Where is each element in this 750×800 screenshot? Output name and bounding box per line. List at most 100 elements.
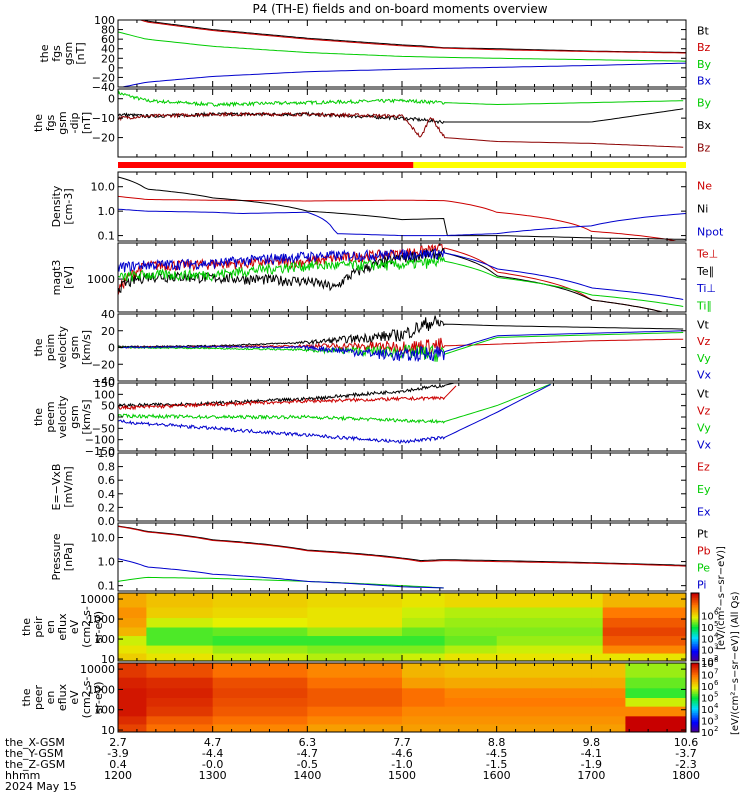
spectrogram-cell (212, 645, 308, 654)
colorbar-cell (691, 718, 699, 721)
spectrogram-cell (602, 635, 686, 646)
y-tick-label: 10000 (80, 593, 115, 606)
spectrogram-cell (625, 697, 686, 707)
colorbar-cell (691, 649, 699, 652)
panel-pressure (118, 525, 686, 589)
spectrogram-cell (444, 617, 498, 628)
spectrogram-cell (402, 627, 446, 637)
spectrogram-cell (402, 663, 446, 678)
spectrogram-cell (402, 617, 446, 628)
colorbar-cell (691, 620, 699, 623)
y-tick-label: 100 (94, 388, 115, 401)
x-axis-value: -1.0 (391, 758, 412, 771)
spectrogram-cell (496, 593, 592, 608)
panel-frame (117, 382, 687, 452)
colorbar-cell (691, 683, 699, 686)
colorbar-cell (691, 628, 699, 631)
y-tick-label: 10 (101, 724, 115, 737)
spectrogram-cell (602, 645, 686, 654)
colorbar-cell (691, 645, 699, 648)
legend-entry: Pe (697, 562, 710, 575)
legend-entry: Ey (697, 483, 711, 496)
colorbar-cell (691, 690, 699, 693)
colorbar-cell (691, 618, 699, 621)
spectrogram-cell (307, 687, 403, 698)
colorbar-cell (691, 615, 699, 618)
spectrogram-cell (212, 593, 308, 608)
x-axis-row-label: the_Z-GSM (5, 758, 65, 771)
series-line-bz (139, 20, 686, 54)
x-axis-row-label: the_X-GSM (5, 736, 65, 749)
y-tick-label: 1.0 (98, 447, 116, 460)
x-axis-value: -4.1 (581, 747, 602, 760)
panel-frame (117, 452, 687, 522)
colorbar-tick-exponent: 5 (714, 691, 718, 699)
spectrogram-cell (625, 706, 686, 717)
colorbar-cell (691, 627, 699, 630)
y-tick-label: 10 (101, 653, 115, 666)
colorbar-cell (691, 728, 699, 731)
y-tick-label: 100 (94, 633, 115, 646)
spectrogram-cell (307, 715, 403, 725)
colorbar-cell (691, 694, 699, 697)
colorbar-tick-label: 10 (701, 694, 714, 705)
legend-entry: Vy (697, 422, 711, 435)
y-tick-label: 0.8 (98, 461, 116, 474)
colorbar-cell (691, 721, 699, 724)
colorbar-cell (691, 723, 699, 726)
series-line-bz (118, 111, 684, 148)
mode-bar-segment (413, 162, 686, 168)
legend-entry: Te⊥ (696, 248, 718, 261)
series-line-vz (118, 385, 457, 411)
date-label: 2024 May 15 (5, 780, 77, 793)
spectrogram-cell (146, 645, 214, 654)
y-axis-label: the (32, 338, 45, 356)
colorbar-cell (691, 666, 699, 669)
y-tick-label: −100 (85, 434, 115, 447)
legend-entry: Vz (697, 335, 711, 348)
y-axis-label: eflux (56, 683, 69, 711)
spectrogram-cell (444, 723, 498, 732)
colorbar-tick-label: 10 (701, 705, 714, 716)
spectrogram-cell (444, 593, 498, 608)
spectrogram-cell (118, 635, 147, 646)
colorbar-tick-exponent: 2 (714, 654, 718, 662)
spectrogram-cell (625, 677, 686, 689)
y-axis-label: the (32, 408, 45, 426)
legend-entry: Npot (697, 226, 724, 239)
y-axis-label: eV (68, 690, 81, 705)
y-axis-label: the (32, 114, 45, 132)
spectrogram-cell (496, 706, 592, 717)
series-line-bx (118, 108, 684, 125)
colorbar-tick-label: 10 (701, 717, 714, 728)
spectrogram-cell (146, 715, 214, 725)
colorbar-tick-label: 10 (701, 682, 714, 693)
series-line-vx (118, 384, 551, 444)
spectrogram-cell (591, 723, 626, 732)
series-line-pe (118, 576, 444, 589)
y-axis-label: velocity (56, 326, 69, 369)
spectrogram-cell (307, 617, 403, 628)
legend-entry: Pt (697, 528, 709, 541)
spectrogram-cell (402, 593, 446, 608)
y-axis-label: gsm (68, 405, 81, 428)
spectrogram-cell (146, 653, 214, 661)
legend-entry: Ne (697, 180, 712, 193)
colorbar-tick-label: 10 (701, 728, 714, 739)
y-tick-label: 0.0 (98, 515, 116, 528)
y-axis-label: peim (44, 334, 57, 362)
spectrogram-cell (625, 663, 686, 678)
x-axis-value: -4.7 (297, 747, 318, 760)
y-tick-label: 0.1 (98, 230, 116, 243)
y-axis-label: fgs (50, 45, 63, 62)
spectrogram-cell (307, 606, 403, 618)
y-tick-label: 60 (101, 33, 115, 46)
panel-fgs-gsm (118, 20, 686, 87)
legend-entry: Vz (697, 405, 711, 418)
spectrogram-cell (307, 723, 403, 732)
colorbar-tick-label: 10 (701, 659, 714, 670)
y-tick-label: −10 (92, 112, 115, 125)
colorbar-cell (691, 603, 699, 606)
x-axis-value: 8.8 (488, 736, 506, 749)
colorbar-cell (691, 610, 699, 613)
